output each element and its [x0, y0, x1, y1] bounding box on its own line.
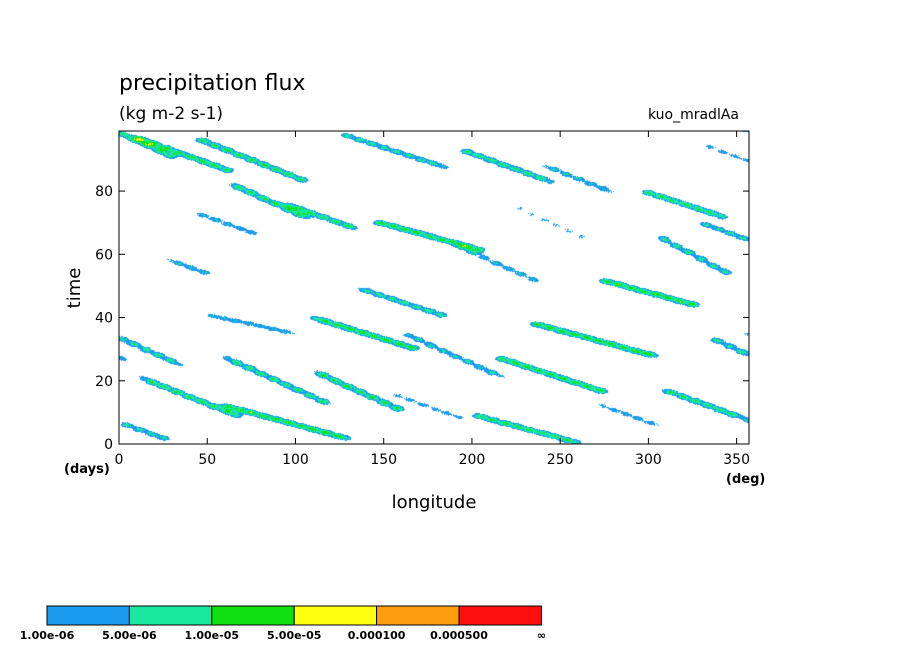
y-tick-label: 60 [95, 247, 113, 263]
x-tick-label: 350 [723, 452, 750, 468]
colorbar-swatch [458, 605, 542, 626]
chart-title: precipitation flux [119, 71, 305, 96]
y-tick-label: 0 [104, 437, 113, 453]
colorbar-swatch [293, 605, 378, 626]
plot-frame [118, 130, 750, 445]
colorbar-label: 5.00e-06 [102, 629, 157, 642]
colorbar-label: 1.00e-05 [185, 629, 239, 642]
colorbar-swatch [211, 605, 295, 626]
colorbar-label: 5.00e-05 [267, 629, 321, 642]
x-tick-label: 50 [198, 452, 216, 468]
x-tick-label: 0 [115, 452, 124, 468]
y-unit-label: (days) [64, 462, 110, 477]
colorbar-swatch [46, 605, 130, 626]
chart-units: (kg m-2 s-1) [119, 104, 223, 124]
heatmap-plot-area [119, 131, 749, 444]
x-axis-label: longitude [392, 492, 477, 513]
colorbar-label: 0.000500 [430, 629, 488, 642]
x-tick-label: 150 [370, 452, 397, 468]
colorbar-swatch [128, 605, 213, 626]
colorbar-label: 0.000100 [348, 629, 406, 642]
colorbar-label: ∞ [537, 629, 546, 642]
y-axis-label: time [64, 268, 85, 309]
y-tick-label: 40 [95, 311, 113, 327]
x-tick-label: 300 [635, 452, 662, 468]
x-axis-ticks: 0 50 100 150 200 250 300 350 [115, 131, 750, 468]
x-tick-label: 100 [282, 452, 309, 468]
run-label: kuo_mradlAa [648, 107, 739, 123]
colorbar-swatch [376, 605, 460, 626]
y-axis-ticks: 0 20 40 60 80 [95, 184, 749, 453]
colorbar-label: 1.00e-06 [20, 629, 75, 642]
heatmap-image [119, 131, 749, 444]
x-tick-label: 250 [547, 452, 574, 468]
colorbar-legend: 1.00e-06 5.00e-06 1.00e-05 5.00e-05 0.000100… [20, 605, 546, 642]
x-tick-label: 200 [459, 452, 486, 468]
y-tick-label: 20 [95, 374, 113, 390]
y-tick-label: 80 [95, 184, 113, 200]
x-unit-label: (deg) [726, 472, 765, 487]
